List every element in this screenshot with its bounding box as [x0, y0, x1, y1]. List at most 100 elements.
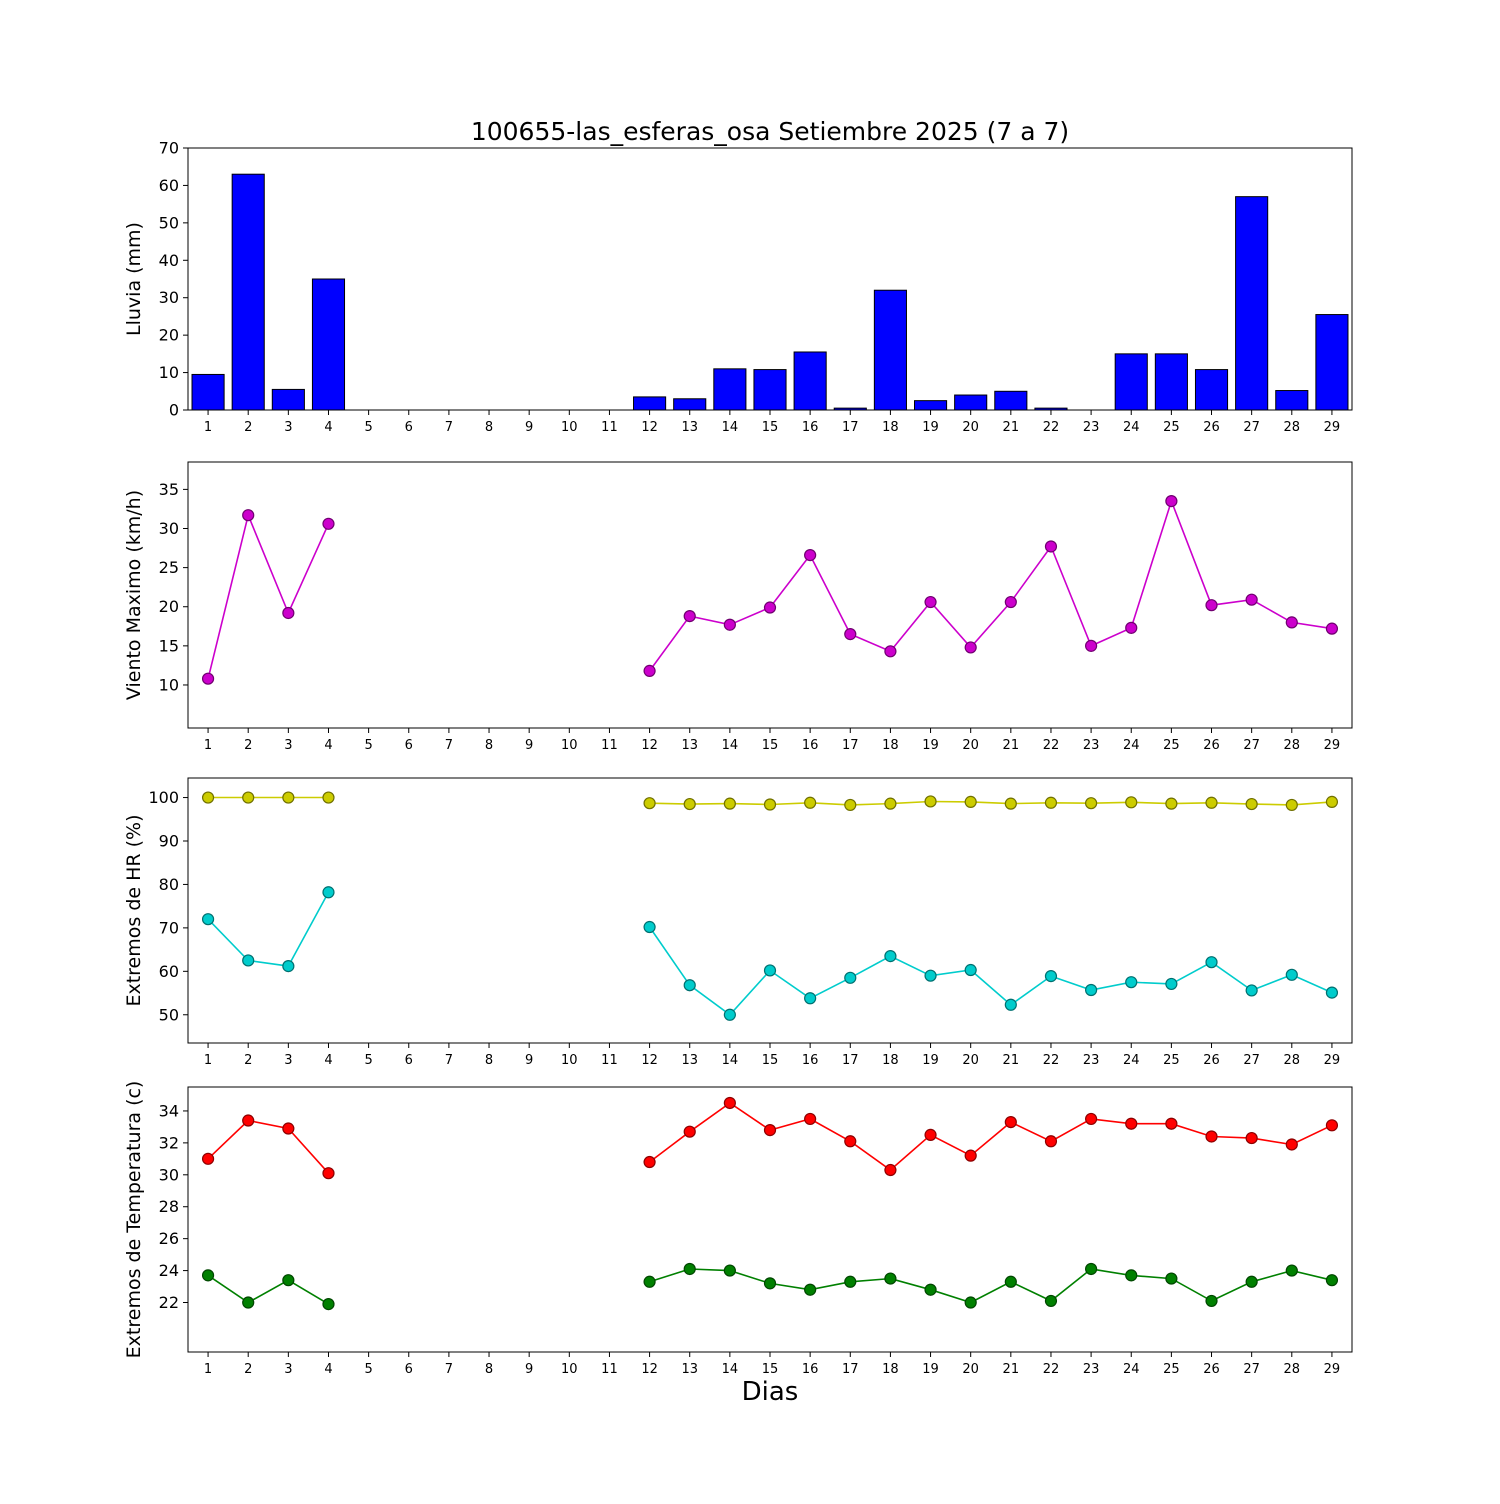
x-tick-label: 7 — [445, 420, 453, 435]
x-tick-label: 16 — [802, 420, 819, 435]
hr-minima-marker-day-26 — [1205, 956, 1218, 969]
x-tick-label: 28 — [1284, 1053, 1301, 1068]
bar-day-28 — [1275, 390, 1309, 411]
x-tick-label: 13 — [681, 738, 698, 753]
y-axis-label-lluvia: Lluvia (mm) — [123, 222, 145, 336]
bar-day-17 — [833, 407, 867, 411]
x-tick-label: 8 — [485, 1053, 493, 1068]
hr-maxima-marker-day-13 — [683, 797, 696, 811]
hr-minima-marker-day-27 — [1245, 984, 1258, 997]
x-tick-label: 26 — [1203, 738, 1220, 753]
hr-minima-marker-day-18 — [884, 950, 897, 963]
x-tick-label: 1 — [204, 1362, 212, 1377]
x-tick-label: 7 — [445, 1053, 453, 1068]
viento-maximo-marker-day-25 — [1165, 495, 1178, 508]
y-tick-label: 25 — [159, 558, 179, 577]
hr-maxima-marker-day-25 — [1165, 797, 1178, 810]
hr-minima-marker-day-21 — [1004, 998, 1017, 1011]
y-tick-label: 26 — [159, 1229, 179, 1248]
x-axis-label: Dias — [742, 1377, 799, 1407]
x-tick-label: 21 — [1003, 420, 1020, 435]
x-tick-label: 22 — [1043, 738, 1060, 753]
bar-day-16 — [793, 351, 827, 411]
hr-minima-marker-day-15 — [763, 964, 777, 977]
temperatura-maxima-marker-day-3 — [282, 1122, 295, 1135]
x-tick-label: 9 — [525, 1053, 533, 1068]
hr-maxima-marker-day-21 — [1004, 797, 1017, 810]
x-tick-label: 16 — [802, 738, 819, 753]
x-tick-label: 12 — [641, 1362, 658, 1377]
hr-minima-marker-day-19 — [924, 969, 937, 982]
x-tick-label: 5 — [364, 1053, 372, 1068]
x-tick-label: 16 — [802, 1362, 819, 1377]
bar-day-21 — [994, 390, 1028, 411]
temperatura-maxima-marker-day-23 — [1085, 1112, 1098, 1126]
x-tick-label: 18 — [882, 1362, 899, 1377]
y-axis-label-viento: Viento Maximo (km/h) — [123, 490, 145, 700]
hr-minima-marker-day-3 — [282, 960, 295, 973]
temperatura-maxima-marker-day-17 — [844, 1135, 857, 1148]
x-tick-label: 13 — [681, 420, 698, 435]
y-tick-label: 10 — [159, 363, 179, 382]
temperatura-maxima-marker-day-24 — [1125, 1117, 1138, 1130]
x-tick-label: 7 — [445, 1362, 453, 1377]
x-tick-label: 14 — [722, 1362, 739, 1377]
hr-maxima-marker-day-26 — [1205, 796, 1218, 809]
x-tick-label: 1 — [204, 1053, 212, 1068]
y-tick-label: 50 — [159, 1005, 179, 1024]
x-tick-label: 4 — [324, 1362, 332, 1377]
viento-maximo-marker-day-1 — [201, 672, 215, 685]
hr-minima-marker-day-1 — [201, 913, 215, 926]
x-tick-label: 8 — [485, 1362, 493, 1377]
temperatura-minima-series — [201, 1262, 1339, 1311]
hr-maxima-marker-day-23 — [1085, 797, 1098, 810]
viento-maximo-marker-day-16 — [804, 548, 817, 562]
temperatura-maxima-marker-day-16 — [804, 1112, 817, 1126]
hr-maxima-series — [201, 791, 1339, 812]
temperatura-maxima-marker-day-28 — [1285, 1138, 1298, 1151]
x-tick-label: 18 — [882, 1053, 899, 1068]
hr-maxima-marker-day-17 — [844, 798, 857, 812]
x-tick-label: 25 — [1163, 420, 1180, 435]
x-tick-label: 26 — [1203, 1362, 1220, 1377]
x-tick-label: 23 — [1083, 738, 1100, 753]
hr-maxima-marker-day-28 — [1285, 798, 1298, 812]
x-tick-label: 13 — [681, 1053, 698, 1068]
x-tick-label: 6 — [405, 1362, 413, 1377]
x-tick-label: 15 — [762, 1053, 779, 1068]
x-tick-label: 4 — [324, 420, 332, 435]
x-tick-label: 4 — [324, 1053, 332, 1068]
x-tick-label: 10 — [561, 420, 578, 435]
y-tick-label: 10 — [159, 675, 179, 694]
temperatura-minima-marker-day-12 — [643, 1275, 656, 1288]
temperatura-maxima-marker-day-1 — [201, 1152, 215, 1165]
x-tick-label: 6 — [405, 420, 413, 435]
temperatura-minima-marker-day-21 — [1004, 1275, 1017, 1288]
x-tick-label: 27 — [1243, 738, 1260, 753]
hr-maxima-marker-day-29 — [1325, 795, 1339, 808]
hr-minima-line — [207, 891, 1333, 1016]
y-tick-label: 0 — [169, 401, 179, 420]
hr-maxima-marker-day-16 — [804, 796, 817, 809]
temperatura-minima-marker-day-4 — [322, 1298, 335, 1311]
hr-minima-marker-day-28 — [1285, 968, 1298, 981]
bar-day-26 — [1194, 369, 1229, 411]
y-tick-label: 60 — [159, 176, 179, 195]
x-tick-label: 21 — [1003, 738, 1020, 753]
x-tick-label: 9 — [525, 1362, 533, 1377]
bar-day-15 — [753, 369, 787, 411]
temperatura-minima-marker-day-17 — [844, 1275, 857, 1288]
y-tick-label: 30 — [159, 1165, 179, 1184]
y-tick-label: 40 — [159, 251, 179, 270]
hr-maxima-marker-day-2 — [242, 791, 255, 804]
y-tick-label: 35 — [159, 480, 179, 499]
y-tick-label: 32 — [159, 1133, 179, 1152]
temperatura-minima-marker-day-13 — [683, 1262, 696, 1276]
x-tick-label: 4 — [324, 738, 332, 753]
x-tick-label: 5 — [364, 420, 372, 435]
bar-day-24 — [1114, 353, 1148, 411]
x-tick-label: 27 — [1243, 420, 1260, 435]
